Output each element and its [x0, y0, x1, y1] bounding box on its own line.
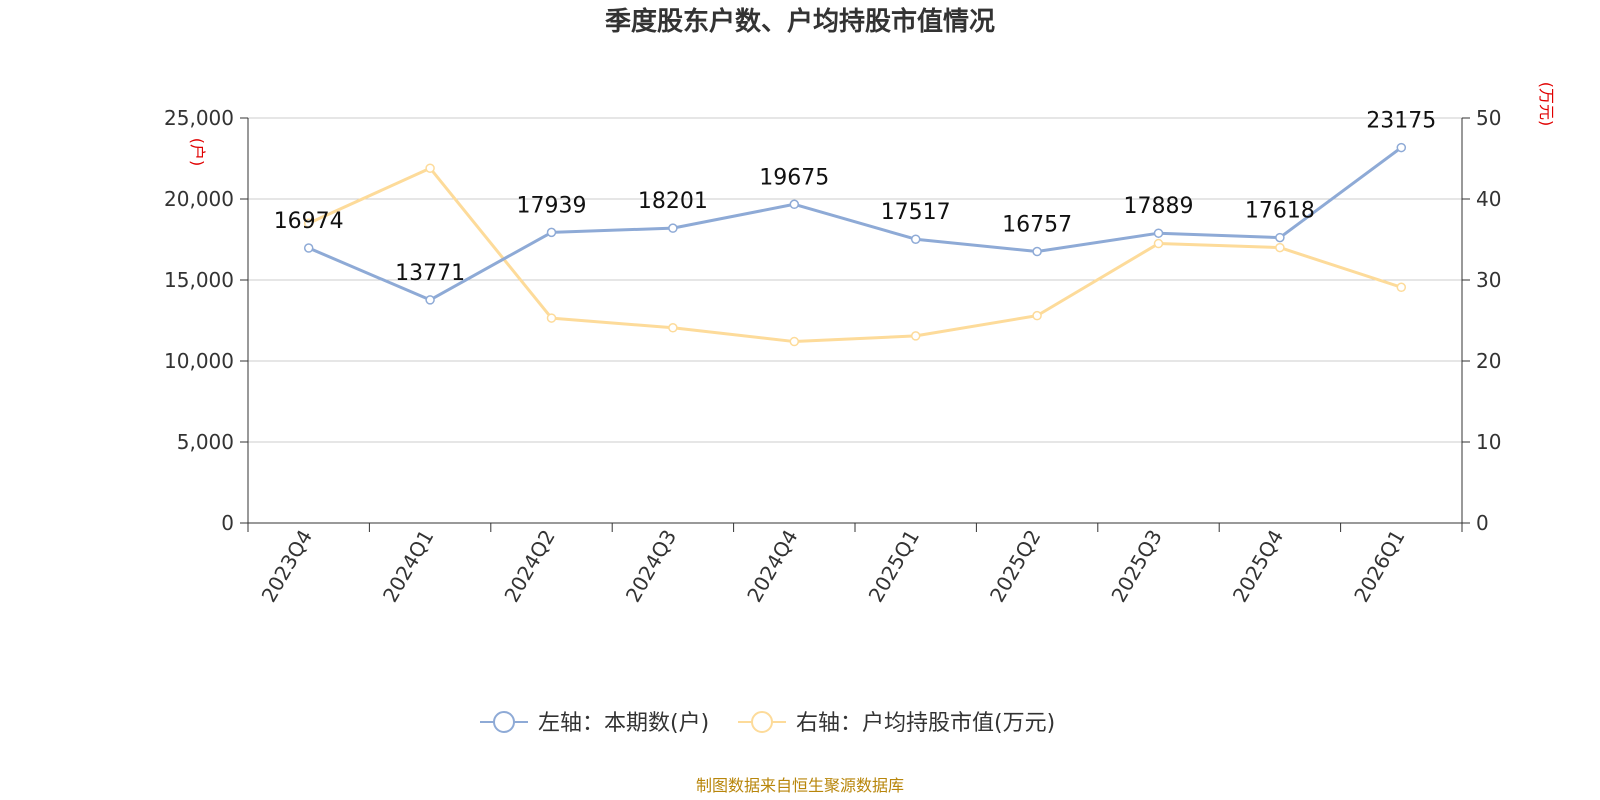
- y-left-tick-label: 10,000: [164, 349, 234, 373]
- data-point: [425, 163, 435, 173]
- x-tick-label: 2025Q2: [985, 526, 1045, 607]
- x-tick-label: 2026Q1: [1349, 526, 1409, 607]
- y-left-unit: (户): [188, 138, 207, 167]
- grid-layer: [248, 117, 1462, 443]
- y-right-tick-label: 20: [1476, 349, 1501, 373]
- series-line: [308, 166, 1402, 344]
- data-point: [546, 227, 557, 238]
- data-point: [1153, 238, 1164, 249]
- y-right-tick-label: 40: [1476, 187, 1501, 211]
- data-point: [303, 218, 314, 229]
- data-point: [910, 331, 921, 341]
- y-left-tick-label: 15,000: [164, 268, 234, 292]
- legend-marker: [493, 711, 515, 733]
- data-point: [789, 336, 800, 347]
- series-line: [308, 146, 1403, 302]
- data-point: [1396, 282, 1407, 293]
- y-left-tick-label: 5,000: [177, 430, 234, 454]
- legend-label: 右轴：户均持股市值(万元): [796, 711, 1055, 736]
- data-point: [425, 295, 435, 305]
- y-left-tick-label: 25,000: [164, 106, 234, 130]
- data-point: [789, 199, 800, 210]
- data-label: 18201: [638, 189, 708, 214]
- x-tick-label: 2024Q3: [621, 526, 681, 607]
- data-point: [910, 234, 921, 244]
- data-point: [668, 323, 678, 333]
- legend-label: 左轴：本期数(户): [538, 711, 709, 736]
- data-point: [668, 223, 678, 233]
- series-layer: [303, 142, 1407, 347]
- data-label: 19675: [759, 165, 829, 190]
- y-right-unit: (万元): [1537, 82, 1556, 127]
- data-point: [546, 313, 557, 323]
- data-point: [1032, 246, 1042, 257]
- y-left-tick-label: 20,000: [164, 187, 234, 211]
- x-tick-label: 2025Q1: [864, 526, 924, 607]
- data-source: 制图数据来自恒生聚源数据库: [695, 776, 904, 795]
- legend-item: 左轴：本期数(户): [480, 711, 709, 736]
- data-point: [1275, 242, 1285, 253]
- legend-item: 右轴：户均持股市值(万元): [738, 711, 1055, 736]
- x-tick-label: 2025Q4: [1228, 526, 1288, 607]
- x-tick-label: 2025Q3: [1106, 526, 1166, 607]
- data-label: 13771: [395, 261, 465, 286]
- data-point: [1153, 228, 1164, 238]
- x-tick-label: 2023Q4: [257, 526, 317, 607]
- y-right-tick-label: 10: [1476, 430, 1501, 454]
- y-right-tick-label: 0: [1476, 511, 1489, 535]
- data-label: 17889: [1124, 194, 1194, 219]
- data-label: 16974: [274, 209, 344, 234]
- data-point: [1275, 232, 1285, 243]
- data-label: 17618: [1245, 199, 1315, 224]
- legend: 左轴：本期数(户) 右轴：户均持股市值(万元): [480, 711, 1055, 736]
- y-left-tick-label: 0: [221, 511, 234, 535]
- data-point: [1032, 310, 1042, 321]
- x-tick-label: 2024Q2: [499, 526, 559, 607]
- data-label: 16757: [1002, 213, 1072, 238]
- data-label: 17517: [881, 200, 951, 225]
- data-label: 23175: [1366, 109, 1436, 134]
- axis-layer: 0 5,000 10,000 15,000 20,000 25,000 0 10 20 30 40 5…: [164, 82, 1556, 606]
- legend-marker: [751, 711, 773, 733]
- data-point: [303, 243, 314, 253]
- x-tick-label: 2024Q1: [378, 526, 438, 607]
- x-tick-label: 2024Q4: [742, 526, 802, 607]
- y-right-tick-label: 30: [1476, 268, 1501, 292]
- label-layer: 16974 13771 17939 18201 19675 17517 16757 17889…: [274, 109, 1437, 286]
- chart-title: 季度股东户数、户均持股市值情况: [604, 7, 995, 37]
- y-right-tick-label: 50: [1476, 106, 1501, 130]
- data-label: 17939: [517, 193, 587, 218]
- data-point: [1396, 142, 1407, 153]
